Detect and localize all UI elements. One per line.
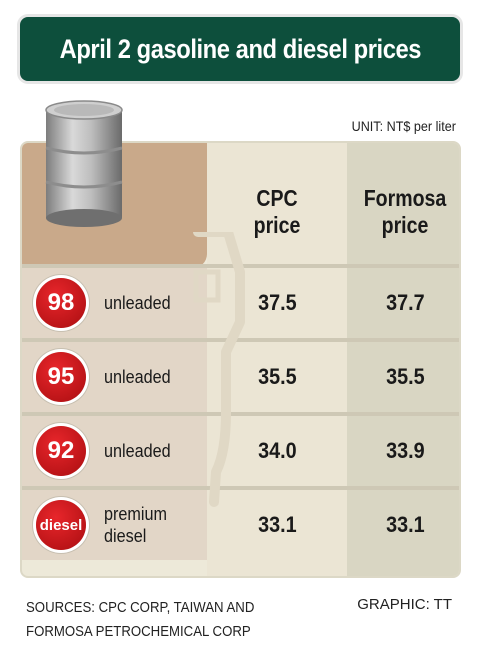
fuel-label: premium diesel — [104, 504, 168, 546]
oil-barrel-icon — [45, 100, 123, 227]
table-row-98: 98 unleaded 37.5 37.7 — [22, 268, 459, 338]
cpc-price: 37.5 — [257, 290, 297, 315]
formosa-price: 33.9 — [385, 438, 425, 463]
column-header-cpc: CPC price — [253, 185, 301, 238]
unit-label: UNIT: NT$ per liter — [351, 118, 456, 134]
row-divider — [22, 338, 459, 342]
formosa-price: 33.1 — [385, 512, 425, 537]
cpc-price: 35.5 — [257, 364, 297, 389]
cpc-price: 33.1 — [257, 512, 297, 537]
fuel-grade-badge: diesel — [36, 500, 86, 550]
price-table: CPC price Formosa price 98 unleaded 37.5… — [20, 141, 461, 578]
table-row-92: 92 unleaded 34.0 33.9 — [22, 416, 459, 486]
graphic-credit: GRAPHIC: TT — [357, 596, 452, 613]
row-divider — [22, 412, 459, 416]
fuel-grade-badge: 95 — [36, 352, 86, 402]
row-divider — [22, 486, 459, 490]
fuel-grade-badge: 92 — [36, 426, 86, 476]
title-banner: April 2 gasoline and diesel prices — [20, 17, 460, 81]
sources-note: SOURCES: CPC CORP, TAIWAN AND FORMOSA PE… — [26, 599, 255, 640]
fuel-grade-badge: 98 — [36, 278, 86, 328]
fuel-label: unleaded — [104, 441, 171, 461]
page-title: April 2 gasoline and diesel prices — [59, 33, 421, 64]
fuel-label: unleaded — [104, 367, 171, 387]
formosa-price: 35.5 — [385, 364, 425, 389]
fuel-label: unleaded — [104, 293, 171, 313]
column-header-formosa: Formosa price — [363, 185, 447, 238]
cpc-price: 34.0 — [257, 438, 297, 463]
table-row-95: 95 unleaded 35.5 35.5 — [22, 342, 459, 412]
fuel-pump-icon — [193, 232, 245, 507]
formosa-price: 37.7 — [385, 290, 425, 315]
table-row-diesel: diesel premium diesel 33.1 33.1 — [22, 490, 459, 560]
formosa-column-bg — [347, 143, 459, 576]
